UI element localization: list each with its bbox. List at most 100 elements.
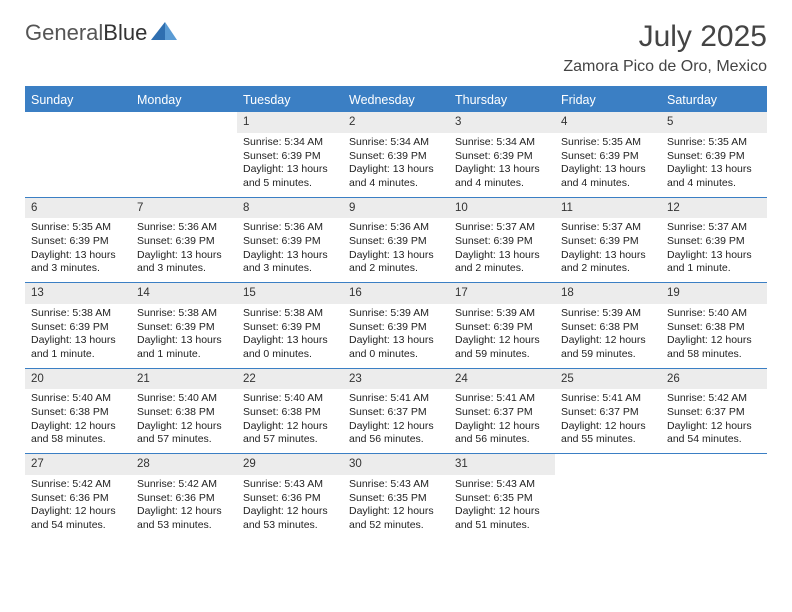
day-body: Sunrise: 5:40 AMSunset: 6:38 PMDaylight:…: [131, 389, 237, 453]
sunrise-line: Sunrise: 5:39 AM: [455, 307, 549, 321]
calendar-page: GeneralBlue July 2025 Zamora Pico de Oro…: [0, 0, 792, 559]
sunset-line: Sunset: 6:39 PM: [667, 150, 761, 164]
day-number: 1: [237, 112, 343, 133]
day-cell: 12Sunrise: 5:37 AMSunset: 6:39 PMDayligh…: [661, 198, 767, 283]
logo-text: GeneralBlue: [25, 20, 147, 46]
day-body: Sunrise: 5:43 AMSunset: 6:35 PMDaylight:…: [449, 475, 555, 539]
day-number: 20: [25, 369, 131, 390]
sunrise-line: Sunrise: 5:39 AM: [561, 307, 655, 321]
sunrise-line: Sunrise: 5:35 AM: [667, 136, 761, 150]
day-body: Sunrise: 5:40 AMSunset: 6:38 PMDaylight:…: [25, 389, 131, 453]
day-cell: [661, 454, 767, 539]
daylight-line: Daylight: 13 hours and 3 minutes.: [243, 249, 337, 276]
weekday-friday: Friday: [555, 88, 661, 112]
sunrise-line: Sunrise: 5:38 AM: [137, 307, 231, 321]
day-body: Sunrise: 5:35 AMSunset: 6:39 PMDaylight:…: [25, 218, 131, 282]
day-cell: 15Sunrise: 5:38 AMSunset: 6:39 PMDayligh…: [237, 283, 343, 368]
day-cell: 24Sunrise: 5:41 AMSunset: 6:37 PMDayligh…: [449, 369, 555, 454]
day-cell: 11Sunrise: 5:37 AMSunset: 6:39 PMDayligh…: [555, 198, 661, 283]
sunset-line: Sunset: 6:37 PM: [561, 406, 655, 420]
day-cell: 8Sunrise: 5:36 AMSunset: 6:39 PMDaylight…: [237, 198, 343, 283]
daylight-line: Daylight: 12 hours and 58 minutes.: [667, 334, 761, 361]
daylight-line: Daylight: 12 hours and 51 minutes.: [455, 505, 549, 532]
sunrise-line: Sunrise: 5:41 AM: [561, 392, 655, 406]
day-number: 15: [237, 283, 343, 304]
sunrise-line: Sunrise: 5:41 AM: [349, 392, 443, 406]
sunrise-line: Sunrise: 5:34 AM: [455, 136, 549, 150]
day-cell: 5Sunrise: 5:35 AMSunset: 6:39 PMDaylight…: [661, 112, 767, 197]
day-body: Sunrise: 5:38 AMSunset: 6:39 PMDaylight:…: [25, 304, 131, 368]
daylight-line: Daylight: 13 hours and 2 minutes.: [561, 249, 655, 276]
calendar: SundayMondayTuesdayWednesdayThursdayFrid…: [25, 86, 767, 539]
sunrise-line: Sunrise: 5:40 AM: [243, 392, 337, 406]
daylight-line: Daylight: 13 hours and 3 minutes.: [31, 249, 125, 276]
day-cell: 21Sunrise: 5:40 AMSunset: 6:38 PMDayligh…: [131, 369, 237, 454]
day-cell: 1Sunrise: 5:34 AMSunset: 6:39 PMDaylight…: [237, 112, 343, 197]
day-body: Sunrise: 5:35 AMSunset: 6:39 PMDaylight:…: [661, 133, 767, 197]
week-row: 27Sunrise: 5:42 AMSunset: 6:36 PMDayligh…: [25, 453, 767, 539]
day-number: [25, 112, 131, 118]
week-row: 13Sunrise: 5:38 AMSunset: 6:39 PMDayligh…: [25, 282, 767, 368]
daylight-line: Daylight: 13 hours and 4 minutes.: [667, 163, 761, 190]
daylight-line: Daylight: 13 hours and 4 minutes.: [349, 163, 443, 190]
sunrise-line: Sunrise: 5:39 AM: [349, 307, 443, 321]
week-row: 1Sunrise: 5:34 AMSunset: 6:39 PMDaylight…: [25, 112, 767, 197]
sunrise-line: Sunrise: 5:37 AM: [667, 221, 761, 235]
day-number: 8: [237, 198, 343, 219]
day-number: [661, 454, 767, 460]
day-cell: 30Sunrise: 5:43 AMSunset: 6:35 PMDayligh…: [343, 454, 449, 539]
daylight-line: Daylight: 12 hours and 53 minutes.: [137, 505, 231, 532]
sunset-line: Sunset: 6:36 PM: [137, 492, 231, 506]
sunset-line: Sunset: 6:36 PM: [31, 492, 125, 506]
daylight-line: Daylight: 13 hours and 3 minutes.: [137, 249, 231, 276]
sunrise-line: Sunrise: 5:36 AM: [137, 221, 231, 235]
day-number: 3: [449, 112, 555, 133]
week-row: 6Sunrise: 5:35 AMSunset: 6:39 PMDaylight…: [25, 197, 767, 283]
sunset-line: Sunset: 6:39 PM: [349, 235, 443, 249]
daylight-line: Daylight: 13 hours and 1 minute.: [137, 334, 231, 361]
sunset-line: Sunset: 6:39 PM: [667, 235, 761, 249]
sunset-line: Sunset: 6:39 PM: [561, 150, 655, 164]
daylight-line: Daylight: 13 hours and 5 minutes.: [243, 163, 337, 190]
daylight-line: Daylight: 13 hours and 1 minute.: [667, 249, 761, 276]
sunset-line: Sunset: 6:37 PM: [455, 406, 549, 420]
day-number: 5: [661, 112, 767, 133]
day-body: Sunrise: 5:39 AMSunset: 6:38 PMDaylight:…: [555, 304, 661, 368]
day-cell: 18Sunrise: 5:39 AMSunset: 6:38 PMDayligh…: [555, 283, 661, 368]
day-body: Sunrise: 5:43 AMSunset: 6:35 PMDaylight:…: [343, 475, 449, 539]
day-number: 18: [555, 283, 661, 304]
day-cell: 29Sunrise: 5:43 AMSunset: 6:36 PMDayligh…: [237, 454, 343, 539]
day-body: Sunrise: 5:40 AMSunset: 6:38 PMDaylight:…: [237, 389, 343, 453]
day-body: Sunrise: 5:40 AMSunset: 6:38 PMDaylight:…: [661, 304, 767, 368]
sunrise-line: Sunrise: 5:43 AM: [349, 478, 443, 492]
sunset-line: Sunset: 6:39 PM: [137, 235, 231, 249]
weekday-sunday: Sunday: [25, 88, 131, 112]
day-cell: [555, 454, 661, 539]
day-number: 29: [237, 454, 343, 475]
day-body: Sunrise: 5:37 AMSunset: 6:39 PMDaylight:…: [661, 218, 767, 282]
day-body: Sunrise: 5:43 AMSunset: 6:36 PMDaylight:…: [237, 475, 343, 539]
sunset-line: Sunset: 6:39 PM: [243, 235, 337, 249]
day-cell: 22Sunrise: 5:40 AMSunset: 6:38 PMDayligh…: [237, 369, 343, 454]
sunrise-line: Sunrise: 5:42 AM: [667, 392, 761, 406]
daylight-line: Daylight: 12 hours and 57 minutes.: [137, 420, 231, 447]
sunrise-line: Sunrise: 5:34 AM: [243, 136, 337, 150]
sunrise-line: Sunrise: 5:42 AM: [137, 478, 231, 492]
weekday-saturday: Saturday: [661, 88, 767, 112]
day-cell: 17Sunrise: 5:39 AMSunset: 6:39 PMDayligh…: [449, 283, 555, 368]
daylight-line: Daylight: 13 hours and 2 minutes.: [455, 249, 549, 276]
day-number: 21: [131, 369, 237, 390]
day-number: 22: [237, 369, 343, 390]
day-number: 24: [449, 369, 555, 390]
day-body: Sunrise: 5:36 AMSunset: 6:39 PMDaylight:…: [131, 218, 237, 282]
sunset-line: Sunset: 6:39 PM: [31, 321, 125, 335]
sunrise-line: Sunrise: 5:37 AM: [455, 221, 549, 235]
sunrise-line: Sunrise: 5:34 AM: [349, 136, 443, 150]
day-body: Sunrise: 5:34 AMSunset: 6:39 PMDaylight:…: [449, 133, 555, 197]
sunset-line: Sunset: 6:38 PM: [137, 406, 231, 420]
daylight-line: Daylight: 13 hours and 1 minute.: [31, 334, 125, 361]
weekday-thursday: Thursday: [449, 88, 555, 112]
daylight-line: Daylight: 12 hours and 59 minutes.: [455, 334, 549, 361]
day-cell: 26Sunrise: 5:42 AMSunset: 6:37 PMDayligh…: [661, 369, 767, 454]
day-body: Sunrise: 5:41 AMSunset: 6:37 PMDaylight:…: [343, 389, 449, 453]
